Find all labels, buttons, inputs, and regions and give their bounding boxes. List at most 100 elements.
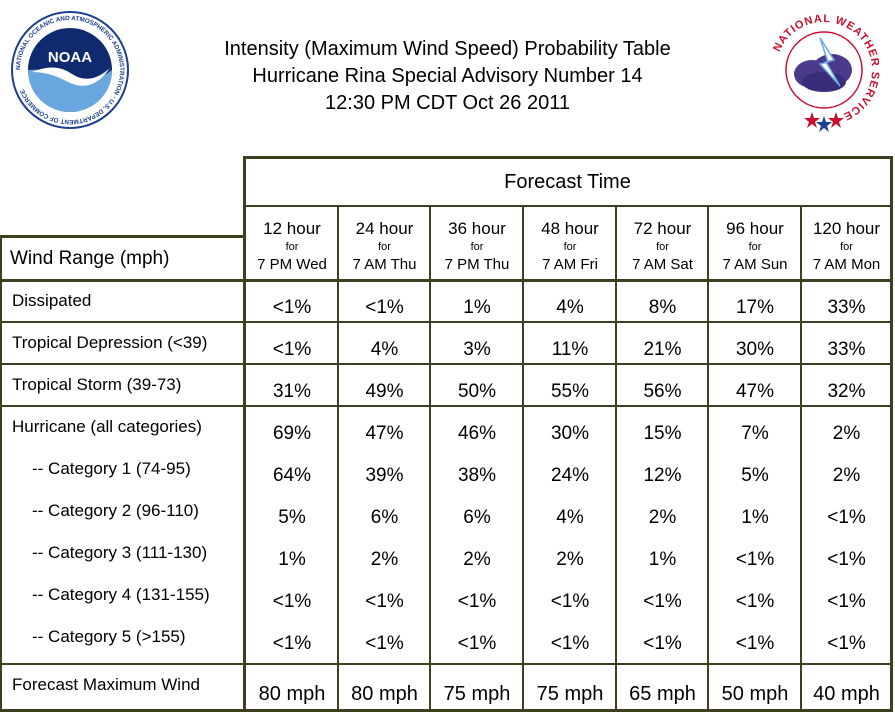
table-cell: 15% (643, 423, 682, 444)
column-for-0: for (285, 241, 299, 253)
table-cell: <1% (365, 297, 404, 318)
column-time-3: 7 AM Fri (542, 256, 598, 273)
table-cell: 2% (556, 549, 584, 570)
table-cell: <1% (365, 591, 404, 612)
table-cell: 75 mph (443, 683, 511, 705)
row-label-8: -- Category 5 (>155) (32, 627, 186, 646)
table-grid-line (0, 321, 893, 323)
row-label-3: Hurricane (all categories) (12, 417, 202, 436)
table-cell: 38% (457, 465, 497, 486)
row-label-0: Dissipated (12, 291, 92, 310)
table-cell: 33% (827, 339, 866, 360)
table-cell: 1% (463, 297, 491, 318)
table-cell: 2% (832, 423, 861, 444)
column-for-2: for (470, 241, 484, 253)
table-cell: 2% (832, 465, 861, 486)
table-cell: 80 mph (351, 683, 418, 705)
table-cell: 50 mph (721, 683, 789, 705)
table-cell: 2% (370, 549, 399, 570)
table-grid-line (0, 279, 893, 282)
row-label-1: Tropical Depression (<39) (12, 333, 208, 352)
wind-range-header: Wind Range (mph) (10, 248, 170, 269)
table-cell: 8% (648, 297, 677, 318)
table-cell: <1% (550, 633, 590, 654)
row-label-9: Forecast Maximum Wind (12, 675, 200, 694)
table-cell: 1% (278, 549, 306, 570)
table-cell: 49% (365, 381, 404, 402)
row-label-5: -- Category 2 (96-110) (32, 501, 199, 520)
table-cell: 75 mph (536, 683, 604, 705)
table-grid-line (0, 405, 893, 407)
table-cell: 6% (463, 507, 491, 528)
nws-logo: NATIONAL WEATHER SERVICE (764, 10, 884, 132)
title-block: Intensity (Maximum Wind Speed) Probabili… (140, 36, 755, 117)
table-cell: 33% (827, 297, 866, 318)
table-cell: 2% (463, 549, 491, 570)
noaa-logo-text: NOAA (48, 49, 92, 66)
table-cell: 12% (643, 465, 682, 486)
table-grid-line (0, 663, 893, 665)
column-hour-2: 36 hour (448, 219, 506, 238)
table-grid-line (429, 205, 431, 712)
table-cell: 46% (457, 423, 497, 444)
table-cell: 3% (463, 339, 491, 360)
table-cell: 2% (648, 507, 677, 528)
table-cell: 4% (370, 339, 399, 360)
table-cell: 56% (643, 381, 682, 402)
table-cell: 55% (550, 381, 590, 402)
table-grid-line (522, 205, 524, 712)
table-cell: <1% (735, 549, 775, 570)
column-time-0: 7 PM Wed (257, 256, 327, 273)
table-cell: <1% (827, 591, 866, 612)
table-grid-line (0, 235, 245, 238)
table-cell: <1% (827, 507, 866, 528)
table-cell: 39% (365, 465, 404, 486)
table-cell: 30% (735, 339, 775, 360)
table-cell: 30% (550, 423, 590, 444)
forecast-time-header: Forecast Time (504, 171, 631, 193)
table-cell: <1% (827, 549, 866, 570)
table-cell: 5% (741, 465, 769, 486)
table-grid-line (0, 709, 893, 712)
table-cell: 17% (735, 297, 775, 318)
table-grid-line (337, 205, 339, 712)
table-cell: <1% (550, 591, 590, 612)
column-time-4: 7 AM Sat (632, 256, 693, 273)
column-hour-6: 120 hour (812, 219, 881, 238)
column-hour-4: 72 hour (633, 219, 692, 238)
column-time-6: 7 AM Mon (812, 256, 881, 273)
table-cell: 7% (741, 423, 769, 444)
table-grid-line (800, 205, 802, 712)
column-time-5: 7 AM Sun (722, 256, 788, 273)
table-cell: <1% (457, 591, 497, 612)
table-cell: 4% (556, 297, 584, 318)
title-line-3: 12:30 PM CDT Oct 26 2011 (325, 92, 570, 114)
row-label-4: -- Category 1 (74-95) (32, 459, 191, 478)
table-cell: <1% (827, 633, 866, 654)
column-hour-3: 48 hour (541, 219, 599, 238)
table-cell: <1% (272, 297, 312, 318)
table-cell: <1% (735, 633, 775, 654)
table-cell: <1% (643, 591, 682, 612)
table-grid-line (890, 156, 893, 712)
column-for-5: for (748, 241, 762, 253)
table-cell: 31% (272, 381, 312, 402)
table-cell: <1% (272, 591, 312, 612)
table-cell: 1% (741, 507, 769, 528)
table-grid-line (707, 205, 709, 712)
table-cell: <1% (272, 633, 312, 654)
table-cell: 32% (827, 381, 866, 402)
title-line-1: Intensity (Maximum Wind Speed) Probabili… (224, 38, 671, 60)
table-cell: 4% (556, 507, 584, 528)
table-cell: <1% (272, 339, 312, 360)
column-hour-1: 24 hour (355, 219, 414, 238)
row-label-2: Tropical Storm (39-73) (12, 375, 182, 394)
table-grid-line (243, 205, 893, 207)
column-hour-5: 96 hour (726, 219, 784, 238)
table-cell: <1% (643, 633, 682, 654)
column-time-1: 7 AM Thu (352, 256, 417, 273)
column-for-6: for (840, 241, 853, 253)
table-grid-line (0, 363, 893, 365)
row-label-6: -- Category 3 (111-130) (32, 543, 208, 562)
table-cell: 21% (643, 339, 682, 360)
